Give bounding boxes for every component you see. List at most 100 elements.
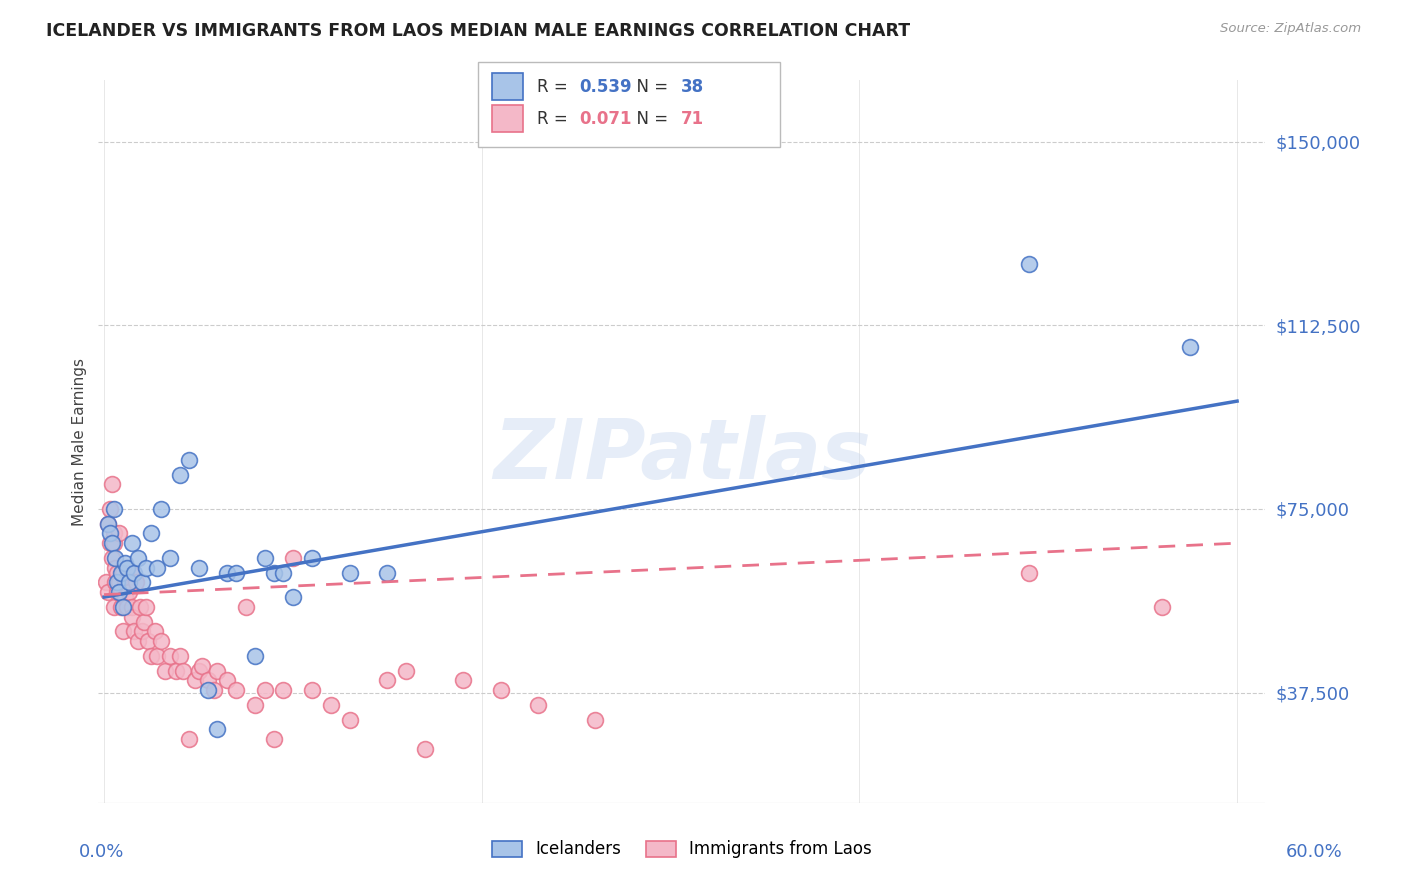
Point <box>111 599 134 614</box>
Text: N =: N = <box>626 110 673 128</box>
Point <box>395 664 418 678</box>
Point <box>146 648 169 663</box>
Text: N =: N = <box>626 78 673 95</box>
Point <box>98 536 121 550</box>
Point <box>121 599 143 614</box>
Text: ICELANDER VS IMMIGRANTS FROM LAOS MEDIAN MALE EARNINGS CORRELATION CHART: ICELANDER VS IMMIGRANTS FROM LAOS MEDIAN… <box>46 22 911 40</box>
Point <box>1018 257 1040 271</box>
Point <box>187 560 209 574</box>
Point <box>110 566 132 580</box>
Point <box>153 664 176 678</box>
Point <box>114 575 136 590</box>
Point <box>319 698 342 712</box>
Point <box>149 502 172 516</box>
Point <box>108 585 131 599</box>
Point <box>413 742 436 756</box>
Point <box>263 566 285 580</box>
Point <box>243 698 266 712</box>
Point <box>98 526 121 541</box>
Point <box>127 550 149 565</box>
Point <box>191 658 214 673</box>
Text: R =: R = <box>537 110 574 128</box>
Point <box>235 599 257 614</box>
Point <box>225 683 247 698</box>
Point <box>135 560 157 574</box>
Point <box>103 526 125 541</box>
Point <box>177 453 200 467</box>
Point <box>187 664 209 678</box>
Point <box>100 536 122 550</box>
Text: ZIPatlas: ZIPatlas <box>494 416 870 497</box>
Point <box>124 566 146 580</box>
Point <box>141 648 163 663</box>
Point <box>207 723 229 737</box>
Text: 0.0%: 0.0% <box>79 843 124 861</box>
Point <box>124 624 146 639</box>
Point <box>117 585 139 599</box>
Point <box>1178 340 1201 354</box>
Point <box>121 536 143 550</box>
Point <box>117 575 139 590</box>
Point <box>172 664 194 678</box>
Point <box>100 550 122 565</box>
Point <box>97 516 120 531</box>
Point <box>104 575 127 590</box>
Point <box>108 575 131 590</box>
Point <box>111 624 134 639</box>
Point <box>225 566 247 580</box>
Point <box>281 550 304 565</box>
Point <box>273 683 295 698</box>
Point <box>110 599 132 614</box>
Point <box>183 673 205 688</box>
Text: 71: 71 <box>681 110 703 128</box>
Point <box>1150 599 1173 614</box>
Point <box>97 516 120 531</box>
Point <box>301 550 323 565</box>
Point <box>98 502 121 516</box>
Point <box>135 599 157 614</box>
Text: 38: 38 <box>681 78 703 95</box>
Text: R =: R = <box>537 78 574 95</box>
Point <box>105 566 128 580</box>
Point <box>143 624 166 639</box>
Legend: Icelanders, Immigrants from Laos: Icelanders, Immigrants from Laos <box>484 832 880 867</box>
Point <box>339 713 361 727</box>
Point <box>207 664 229 678</box>
Point <box>136 634 159 648</box>
Point <box>94 575 117 590</box>
Point <box>120 566 142 580</box>
Point <box>159 550 181 565</box>
Point <box>197 673 219 688</box>
Point <box>103 599 125 614</box>
Point <box>100 477 122 491</box>
Point <box>114 590 136 604</box>
Text: 0.071: 0.071 <box>579 110 631 128</box>
Point <box>527 698 550 712</box>
Point <box>121 609 143 624</box>
Text: 60.0%: 60.0% <box>1286 843 1343 861</box>
Point <box>132 615 155 629</box>
Point <box>177 732 200 747</box>
Point <box>104 550 127 565</box>
Point <box>375 566 398 580</box>
Point <box>131 624 153 639</box>
Point <box>129 599 152 614</box>
Point <box>243 648 266 663</box>
Point <box>103 502 125 516</box>
Point <box>141 526 163 541</box>
Point <box>159 648 181 663</box>
Point <box>149 634 172 648</box>
Point <box>108 526 131 541</box>
Point <box>165 664 187 678</box>
Point <box>583 713 606 727</box>
Point <box>103 536 125 550</box>
Point <box>125 575 148 590</box>
Point <box>339 566 361 580</box>
Point <box>131 575 153 590</box>
Point <box>375 673 398 688</box>
Point <box>105 585 128 599</box>
Point <box>253 683 276 698</box>
Point <box>202 683 225 698</box>
Point <box>263 732 285 747</box>
Point <box>301 683 323 698</box>
